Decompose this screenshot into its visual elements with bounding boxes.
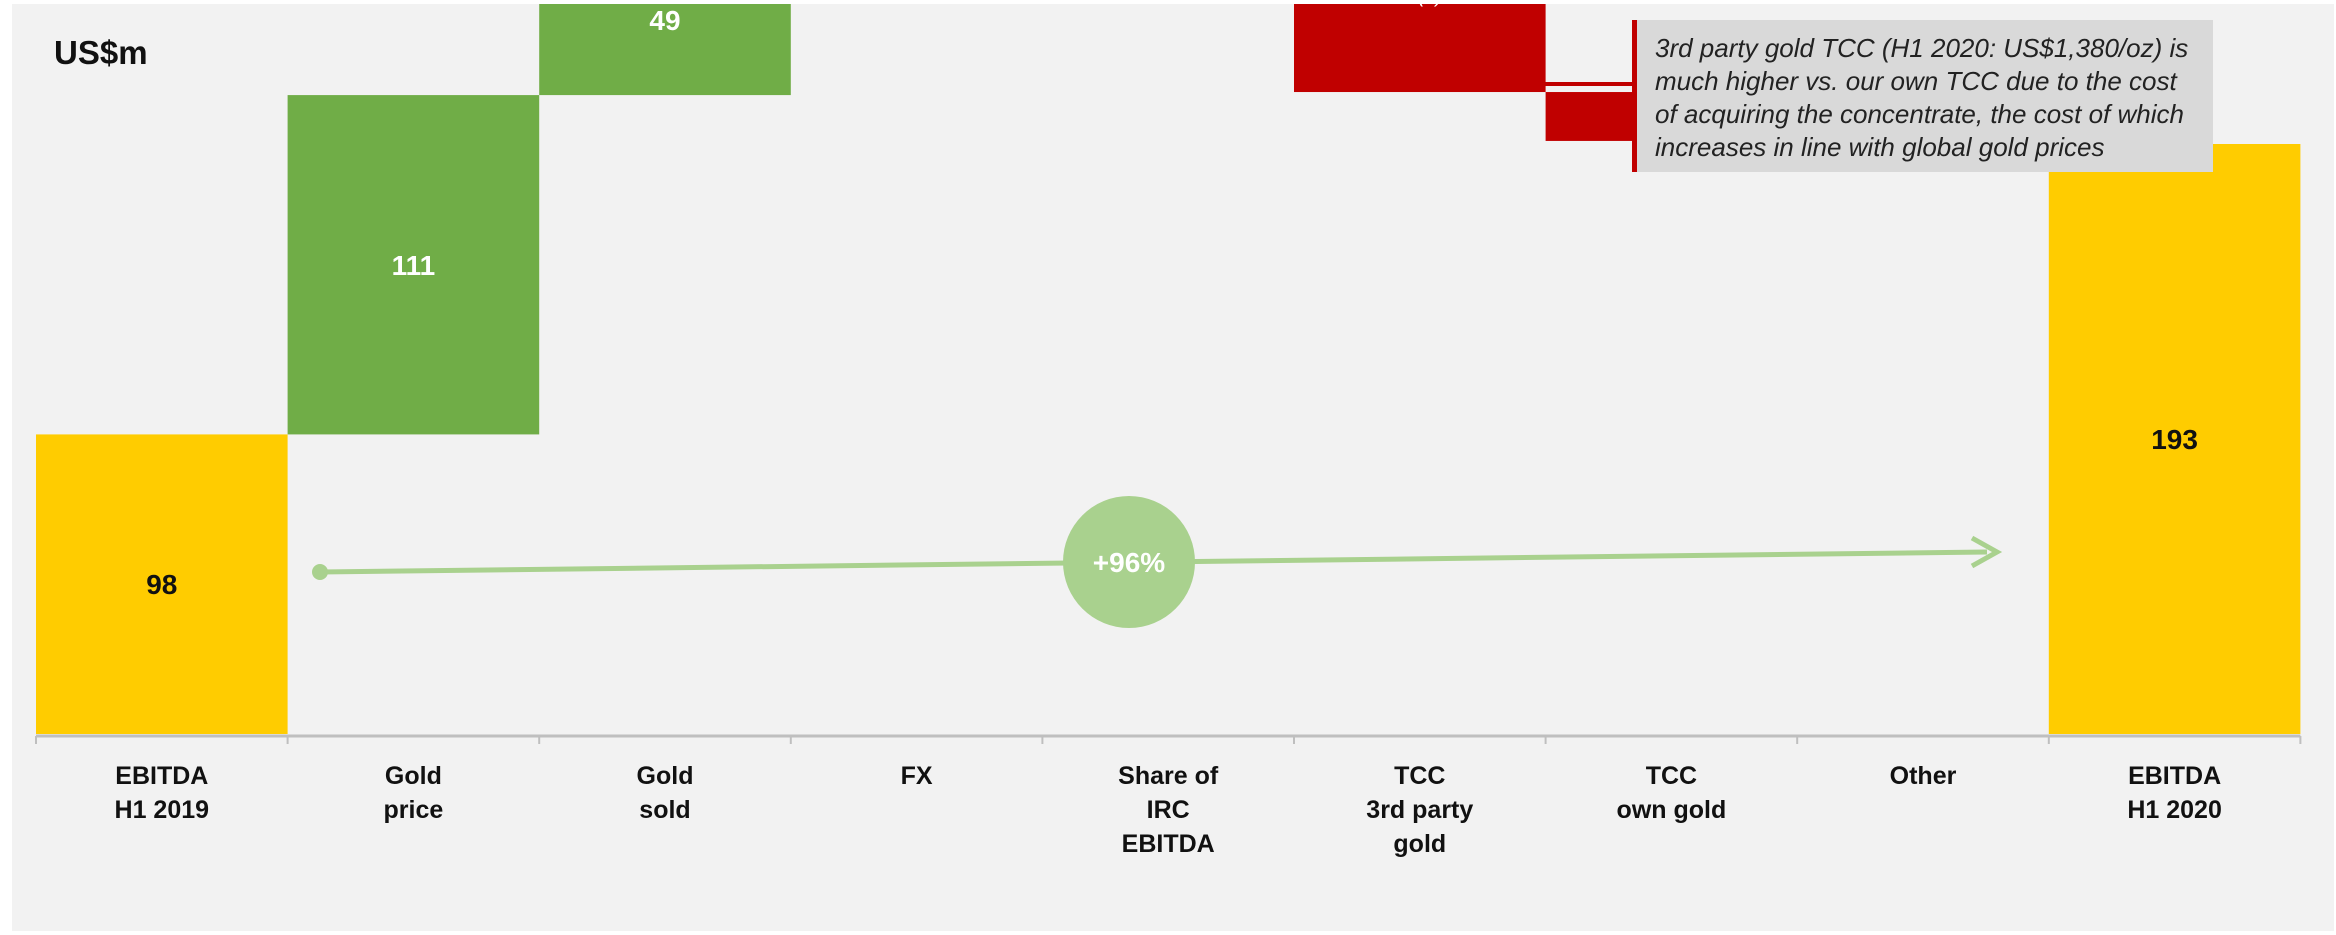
category-label-9: EBITDA H1 2020	[2127, 762, 2222, 824]
category-label-line: gold	[1393, 830, 1446, 858]
callout-connector	[1397, 4, 1632, 86]
category-label-line: Share of	[1118, 762, 1219, 790]
category-label-line: sold	[639, 796, 690, 824]
growth-arrow-start-dot	[312, 564, 328, 580]
callout-box: 3rd party gold TCC (H1 2020: US$1,380/oz…	[1632, 20, 2213, 172]
category-label-line: TCC	[1394, 762, 1445, 790]
bar-6	[1294, 4, 1546, 93]
category-label-line: own gold	[1617, 796, 1727, 824]
category-label-line: Gold	[637, 762, 694, 790]
category-label-6: TCC 3rd party gold	[1366, 762, 1473, 858]
category-label-line: H1 2019	[115, 796, 210, 824]
category-label-5: Share of IRC EBITDA	[1118, 762, 1219, 858]
bar-2	[287, 95, 540, 435]
growth-arrow-head	[1970, 535, 2003, 569]
category-label-line: EBITDA	[1122, 830, 1215, 858]
category-label-1: EBITDA H1 2019	[115, 762, 210, 824]
category-label-line: TCC	[1646, 762, 1697, 790]
footnote-marker: (1)	[1418, 4, 1442, 8]
category-label-line: Gold	[385, 762, 442, 790]
waterfall-chart: 981114912565(1)162193EBITDAH1 2019Goldpr…	[35, 4, 2302, 858]
category-label-line: FX	[901, 762, 933, 790]
bar-9	[2048, 144, 2301, 734]
category-label-2: Gold price	[384, 762, 444, 824]
category-label-line: EBITDA	[115, 762, 208, 790]
callout-text: 3rd party gold TCC (H1 2020: US$1,380/oz…	[1655, 33, 2189, 162]
category-label-4: FX	[901, 762, 933, 790]
category-label-8: Other	[1890, 762, 1957, 790]
category-label-7: TCC own gold	[1617, 762, 1727, 824]
chart-canvas: US$m 981114912565(1)162193EBITDAH1 2019G…	[12, 4, 2334, 931]
growth-badge-label: +96%	[1093, 547, 1165, 578]
data-label-9: 193	[2151, 424, 2198, 455]
data-label-6: 65(1)	[1381, 4, 1443, 9]
data-label-3: 49	[649, 5, 680, 36]
growth-badge	[1063, 496, 1195, 628]
bar-3	[539, 4, 791, 96]
bar-1	[36, 434, 288, 734]
category-label-line: price	[384, 796, 444, 824]
category-label-line: EBITDA	[2128, 762, 2221, 790]
category-label-line: 3rd party	[1366, 796, 1473, 824]
data-label-1: 98	[146, 569, 177, 600]
unit-label: US$m	[54, 34, 148, 71]
category-label-line: H1 2020	[2127, 796, 2222, 824]
category-label-line: Other	[1890, 762, 1957, 790]
category-label-3: Gold sold	[637, 762, 694, 824]
data-label-2: 111	[392, 250, 436, 281]
category-label-line: IRC	[1147, 796, 1190, 824]
